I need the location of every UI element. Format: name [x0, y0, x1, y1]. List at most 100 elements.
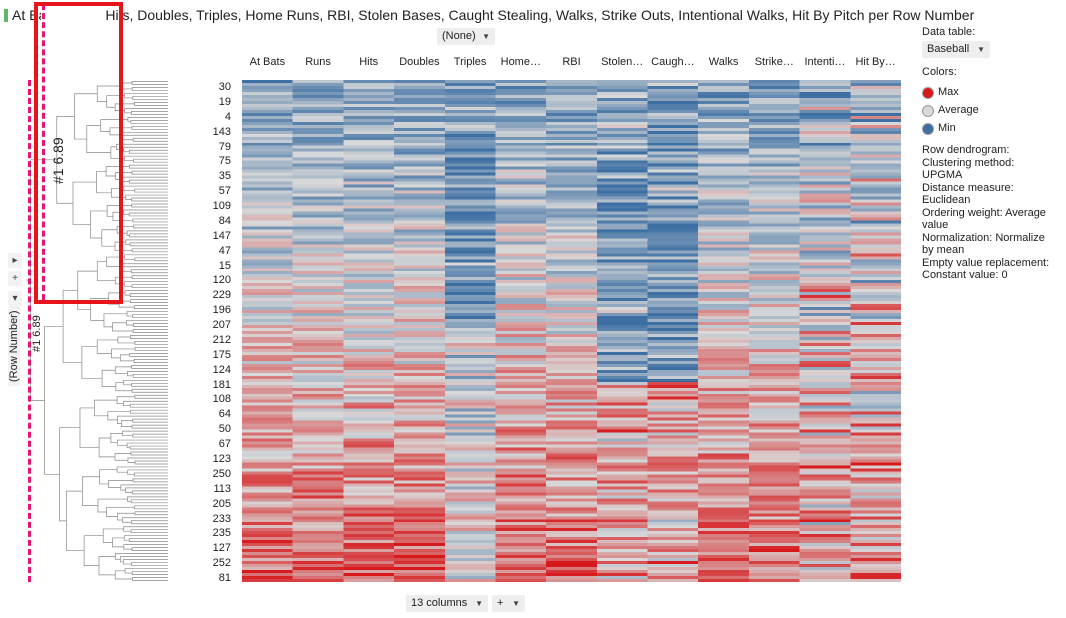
column-header[interactable]: RBI	[562, 56, 581, 68]
heatmap-cell	[596, 256, 649, 260]
heatmap-cell	[292, 504, 344, 508]
column-header[interactable]: Hit By…	[855, 56, 896, 68]
heatmap-cell	[596, 474, 649, 478]
row-dendrogram[interactable]	[26, 80, 168, 582]
heatmap-cell	[242, 139, 294, 144]
row-axis-label[interactable]: (Row Number)	[8, 306, 20, 386]
heatmap-cell	[748, 390, 801, 395]
heatmap-cell	[850, 399, 901, 404]
heatmap-cell	[444, 384, 496, 389]
heatmap-cell	[799, 564, 851, 568]
column-header[interactable]: At Bats	[249, 56, 286, 68]
row-label: 81	[218, 572, 231, 585]
heatmap-cell	[394, 262, 446, 266]
heatmap-cell	[343, 387, 395, 392]
heatmap-grid[interactable]	[242, 80, 901, 582]
heatmap-cell	[394, 133, 446, 138]
heatmap-cell	[242, 417, 294, 422]
heatmap-cell	[292, 139, 344, 144]
heatmap-cell	[242, 453, 294, 457]
expand-button[interactable]: ▸	[8, 253, 22, 268]
heatmap-cell	[242, 319, 294, 323]
color-swatch-icon[interactable]	[922, 123, 934, 135]
column-header[interactable]: Hits	[359, 56, 379, 68]
data-table-dropdown[interactable]: Baseball ▼	[922, 41, 990, 58]
heatmap-cell	[546, 546, 598, 550]
heatmap-cell	[394, 435, 446, 439]
collapse-button[interactable]: ▾	[8, 291, 22, 306]
column-header[interactable]: Strike…	[754, 56, 794, 68]
heatmap-cell	[647, 423, 699, 428]
column-header[interactable]: Runs	[305, 56, 331, 68]
heatmap-cell	[596, 250, 649, 254]
add-button[interactable]: +	[8, 271, 22, 286]
column-header[interactable]: Intenti…	[804, 56, 846, 68]
heatmap-cell	[546, 579, 598, 582]
heatmap-cell	[698, 202, 750, 206]
heatmap-cell	[799, 160, 851, 165]
column-dendrogram-dropdown[interactable]: (None) ▼	[437, 28, 495, 45]
heatmap-cell	[799, 516, 851, 520]
heatmap-cell	[647, 456, 699, 460]
heatmap-cell	[546, 82, 598, 87]
row-label: 175	[212, 348, 231, 361]
heatmap-cell	[596, 462, 649, 466]
heatmap-cell	[242, 328, 294, 332]
heatmap-cell	[495, 510, 547, 514]
heatmap-cell	[748, 154, 801, 159]
color-swatch-icon[interactable]	[922, 87, 934, 99]
column-header[interactable]: Walks	[708, 56, 739, 68]
heatmap-cell	[444, 97, 496, 102]
columns-dropdown[interactable]: 13 columns ▼	[406, 595, 488, 612]
heatmap-cell	[546, 316, 598, 320]
heatmap-cell	[242, 414, 294, 419]
heatmap-cell	[343, 259, 395, 263]
heatmap-cell	[495, 507, 547, 511]
heatmap-cell	[748, 453, 801, 457]
heatmap-cell	[343, 154, 395, 159]
heatmap-cell	[647, 438, 699, 442]
column-header[interactable]: Triples	[453, 56, 487, 68]
heatmap-cell	[546, 115, 598, 120]
column-header[interactable]: Caugh…	[651, 56, 695, 68]
heatmap-cell	[850, 513, 901, 517]
heatmap-cell	[546, 298, 598, 302]
heatmap-cell	[242, 292, 294, 296]
heatmap-cell	[850, 456, 901, 460]
heatmap-cell	[495, 495, 547, 499]
column-header[interactable]: Home…	[500, 56, 541, 68]
heatmap-cell	[394, 555, 446, 559]
dendrogram-branch	[121, 517, 168, 523]
column-header[interactable]: Doubles	[399, 56, 440, 68]
heatmap-cell	[343, 142, 395, 147]
add-column-button[interactable]: + ▼	[492, 595, 525, 612]
color-swatch-icon[interactable]	[922, 105, 934, 117]
heatmap-cell	[799, 277, 851, 281]
dendrogram-cut-line[interactable]	[28, 80, 31, 582]
heatmap-cell	[242, 564, 294, 568]
heatmap-cell	[647, 295, 699, 299]
heatmap-cell	[596, 187, 649, 191]
heatmap-cell	[242, 345, 294, 350]
dendrogram-branch	[132, 577, 168, 581]
heatmap-cell	[850, 507, 901, 511]
heatmap-cell	[546, 232, 598, 236]
heatmap-cell	[850, 402, 901, 407]
column-header[interactable]: Stolen…	[601, 56, 644, 68]
heatmap-cell	[546, 94, 598, 99]
heatmap-cell	[292, 549, 344, 553]
heatmap-cell	[546, 558, 598, 562]
heatmap-cell	[698, 480, 750, 484]
heatmap-cell	[647, 304, 699, 308]
heatmap-cell	[799, 301, 851, 305]
heatmap-cell	[343, 172, 395, 177]
heatmap-cell	[343, 187, 395, 191]
heatmap-cell	[799, 292, 851, 296]
heatmap-cell	[343, 199, 395, 203]
heatmap-cell	[698, 271, 750, 275]
heatmap-cell	[546, 259, 598, 263]
heatmap-cell	[394, 429, 446, 433]
heatmap-cell	[292, 154, 344, 159]
heatmap-cell	[292, 145, 344, 150]
heatmap-cell	[343, 348, 395, 353]
